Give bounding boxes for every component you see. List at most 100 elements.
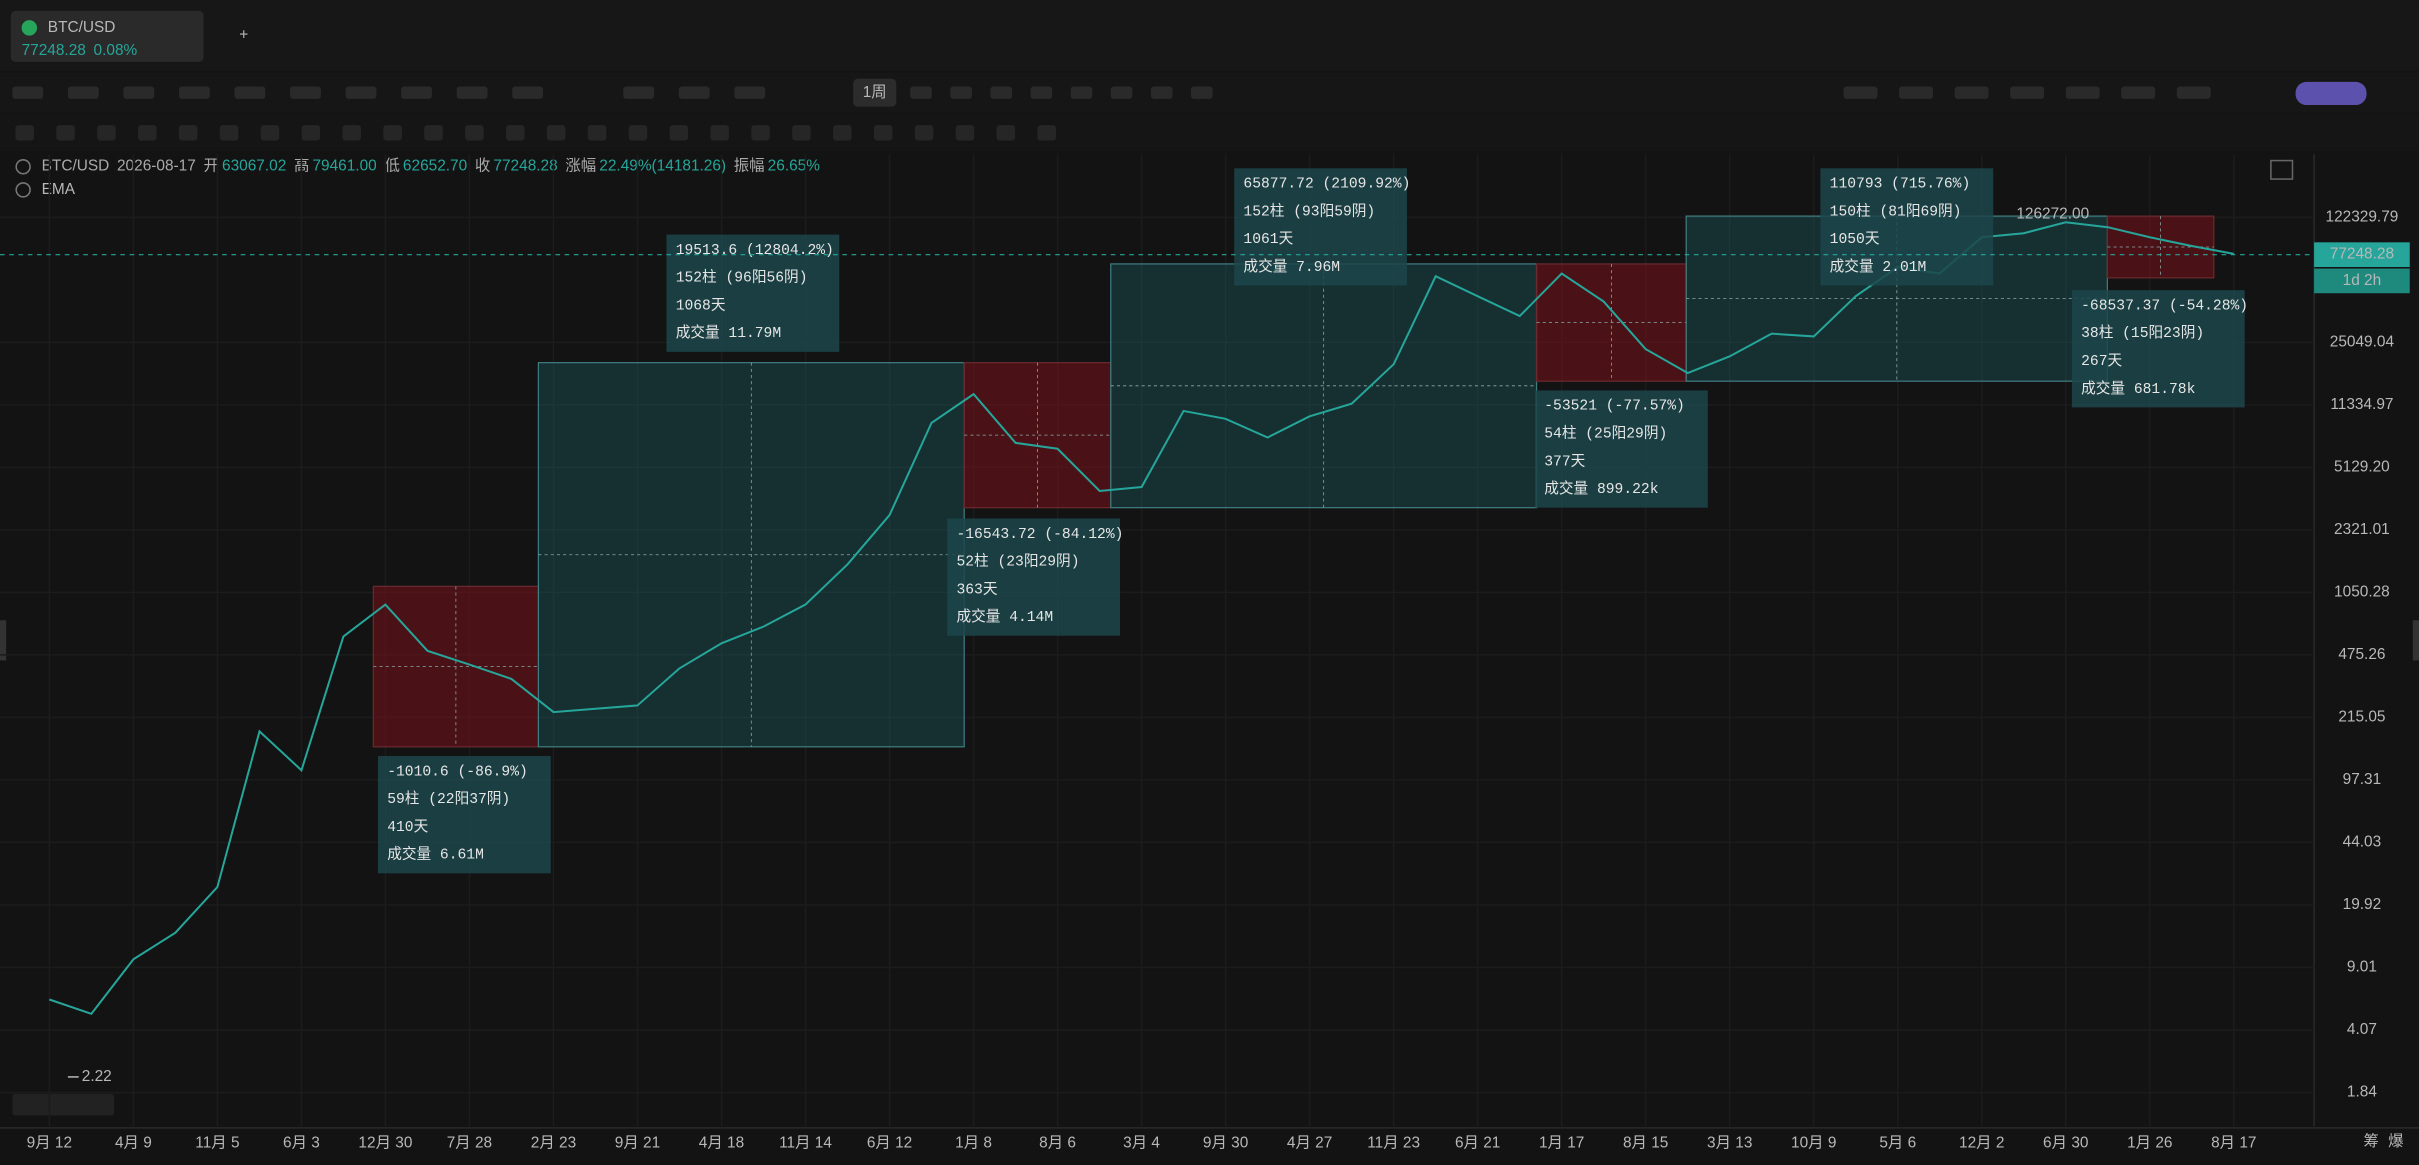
toolbar-item[interactable]	[512, 86, 544, 99]
x-tick-label: 4月 9	[115, 1134, 152, 1151]
add-tab[interactable]: +	[239, 27, 248, 44]
x-tick-label: 12月 2	[1959, 1134, 2004, 1151]
y-tick-label: 475.26	[2338, 646, 2385, 663]
measure-stats	[2071, 290, 2245, 408]
toolbar-item[interactable]	[2176, 86, 2211, 99]
tool-icon[interactable]	[506, 125, 525, 141]
toolbar-item[interactable]	[178, 86, 210, 99]
toolbar-item[interactable]	[1030, 86, 1053, 99]
y-tick-label: 5129.20	[2334, 458, 2390, 475]
tool-icon[interactable]	[383, 125, 402, 141]
tool-icon[interactable]	[792, 125, 811, 141]
toolbar-item[interactable]	[623, 86, 655, 99]
toolbar-item[interactable]	[1150, 86, 1173, 99]
coin-icon	[21, 20, 38, 36]
side-tool[interactable]: 爆	[2388, 1131, 2404, 1150]
side-handle[interactable]	[2412, 620, 2419, 661]
tool-icon[interactable]	[424, 125, 443, 141]
toolbar-item[interactable]	[734, 86, 766, 99]
symbol-tab[interactable]	[10, 10, 204, 62]
toolbar-item[interactable]	[1070, 86, 1093, 99]
x-tick-label: 9月 12	[27, 1134, 72, 1151]
legend-line: BTC/USD2026-08-17开63067.02高79461.00低6265…	[42, 157, 821, 175]
measure-text: 410天	[387, 819, 428, 836]
measure-text: 150柱 (81阳69阴)	[1830, 202, 1962, 220]
tool-icon[interactable]	[873, 125, 893, 141]
logo	[12, 1093, 115, 1116]
toolbar-item[interactable]	[910, 86, 932, 99]
interval[interactable]: 1周	[863, 84, 887, 101]
toolbar-item[interactable]	[678, 86, 710, 99]
side-tool[interactable]: 筹	[2363, 1132, 2378, 1150]
toolbar-item[interactable]	[1190, 86, 1213, 99]
toolbar-item[interactable]	[990, 86, 1013, 99]
legend-value: 79461.00	[312, 158, 376, 175]
measure-stats	[1234, 168, 1407, 286]
y-tick-label: 2321.01	[2334, 521, 2390, 538]
tool-icon[interactable]	[260, 125, 280, 141]
measure-text: 1068天	[676, 297, 726, 314]
side-handle[interactable]	[0, 620, 7, 661]
toolbar-item[interactable]	[345, 86, 377, 99]
measure-text: 成交量 899.22k	[1544, 479, 1658, 498]
toolbar-item[interactable]	[123, 86, 155, 99]
toolbar-item[interactable]	[2065, 86, 2100, 99]
tool-icon[interactable]	[546, 125, 566, 141]
legend-value: 22.49%(14181.26)	[599, 158, 726, 175]
toolbar-item[interactable]	[2010, 86, 2045, 99]
upgrade-button[interactable]	[2295, 81, 2367, 106]
price-line	[49, 221, 2235, 1016]
toolbar-item[interactable]	[1110, 86, 1133, 99]
toolbar-item[interactable]	[1843, 86, 1878, 99]
toolbar-item[interactable]	[2121, 86, 2156, 99]
legend-value: 63067.02	[222, 158, 286, 175]
toolbar-item[interactable]	[12, 86, 44, 99]
tool-icon[interactable]	[710, 125, 729, 141]
tool-icon[interactable]	[219, 125, 239, 141]
tool-icon[interactable]	[301, 125, 321, 141]
interval-active[interactable]	[853, 78, 897, 107]
tool-icon[interactable]	[465, 125, 484, 141]
tool-icon[interactable]	[97, 125, 116, 141]
toolbar-item[interactable]	[456, 86, 488, 99]
measure-text: 19513.6 (12804.2%)	[676, 243, 834, 259]
tool-icon[interactable]	[1037, 125, 1056, 141]
tool-icon[interactable]	[996, 125, 1016, 141]
measure-text: 52柱 (23阳29阴)	[956, 553, 1079, 571]
tool-icon[interactable]	[178, 125, 198, 141]
legend-value: 62652.70	[403, 158, 467, 175]
tool-icon[interactable]	[628, 125, 648, 141]
tool-icon[interactable]	[587, 125, 607, 141]
tool-icon[interactable]	[342, 125, 361, 141]
y-tick-label: 1.84	[2347, 1084, 2377, 1101]
tool-icon[interactable]	[833, 125, 852, 141]
x-tick-label: 2月 23	[531, 1134, 576, 1151]
toolbar-item[interactable]	[234, 86, 266, 99]
tool-icon[interactable]	[914, 125, 934, 141]
tool-icon[interactable]	[955, 125, 975, 141]
x-tick-label: 12月 30	[358, 1134, 412, 1151]
tool-icon[interactable]	[138, 125, 157, 141]
tool-icon[interactable]	[15, 125, 34, 141]
toolbar-item[interactable]	[1899, 86, 1934, 99]
measure-text: 成交量 2.01M	[1830, 257, 1927, 276]
x-tick-label: 10月 9	[1791, 1134, 1836, 1151]
toolbar-item[interactable]	[290, 86, 321, 99]
layout-icon[interactable]	[2270, 159, 2294, 180]
tool-icon[interactable]	[751, 125, 770, 141]
x-tick-label: 4月 27	[1287, 1134, 1332, 1151]
toolbar-item[interactable]	[1954, 86, 1989, 99]
y-tick-label: 122329.79	[2326, 208, 2399, 225]
tab-symbol: BTC/USD	[48, 19, 116, 36]
toolbar-item[interactable]	[950, 86, 972, 99]
legend-value: 77248.28	[493, 158, 557, 175]
measure-stats	[1820, 168, 1994, 286]
toolbar-item[interactable]	[67, 86, 99, 99]
x-tick-label: 8月 15	[1623, 1134, 1668, 1151]
tool-icon[interactable]	[669, 125, 689, 141]
y-tick-label: 215.05	[2338, 708, 2385, 725]
measure-text: 1061天	[1243, 231, 1293, 248]
toolbar-item[interactable]	[401, 86, 432, 99]
tool-icon[interactable]	[56, 125, 75, 141]
